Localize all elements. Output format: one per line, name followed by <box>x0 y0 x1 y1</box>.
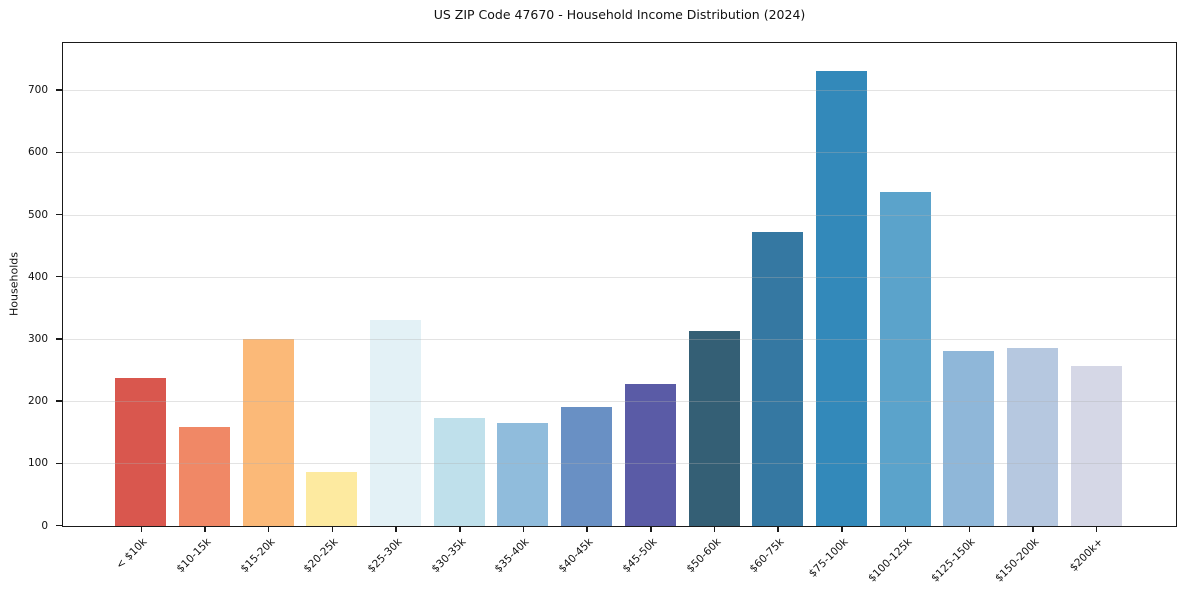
bar <box>879 192 931 526</box>
gridline <box>63 276 1176 278</box>
y-axis-tick-label: 500 <box>27 208 48 221</box>
bar <box>115 377 167 526</box>
x-axis-tick-label: $25-30k <box>365 536 405 576</box>
gridline <box>63 338 1176 340</box>
x-axis-tick-label: $100-125k <box>865 536 915 585</box>
x-axis-tick <box>650 527 652 532</box>
y-axis-tick-label: 700 <box>27 84 48 97</box>
x-axis-tick-label: $75-100k <box>806 536 851 580</box>
bar <box>815 71 867 526</box>
bar <box>752 232 804 526</box>
x-axis-tick-label: $200k+ <box>1067 536 1106 574</box>
bar <box>1070 365 1122 526</box>
chart-title: US ZIP Code 47670 - Household Income Dis… <box>433 7 806 22</box>
x-axis-tick-label: $150-200k <box>992 536 1042 585</box>
x-axis-tick-label: $50-60k <box>683 536 724 576</box>
x-axis-tick-label: $60-75k <box>747 536 787 576</box>
y-axis-tick <box>56 524 62 527</box>
x-axis-tick <box>1032 527 1034 532</box>
x-axis-tick <box>841 527 843 532</box>
x-axis-tick-label: $20-25k <box>301 536 341 576</box>
x-axis-tick <box>395 527 397 532</box>
bar <box>433 418 485 526</box>
bar <box>370 319 422 526</box>
y-axis-tick <box>56 338 62 340</box>
x-axis-tick-label: $45-50k <box>620 536 660 576</box>
y-axis-tick-label: 400 <box>27 270 48 283</box>
y-axis-label: Households <box>7 252 21 316</box>
x-axis-tick <box>204 527 206 532</box>
gridline <box>63 90 1176 92</box>
y-axis-tick <box>56 89 62 91</box>
x-axis-tick <box>267 527 270 532</box>
gridline <box>63 401 1176 403</box>
x-axis-tick <box>140 527 143 532</box>
bar <box>943 351 995 526</box>
bar <box>624 384 676 526</box>
y-axis-tick-label: 100 <box>27 457 48 470</box>
y-axis-tick <box>56 213 62 216</box>
plot-area <box>62 42 1177 527</box>
x-axis-tick <box>777 527 779 532</box>
x-axis-tick-label: $35-40k <box>492 536 532 576</box>
bar <box>242 338 294 526</box>
bar <box>688 331 740 526</box>
bar <box>497 422 549 526</box>
x-axis-tick <box>968 527 971 532</box>
x-axis-tick <box>522 527 525 532</box>
y-axis-tick-label: 600 <box>27 146 48 159</box>
y-axis-tick <box>56 151 62 154</box>
y-axis-tick-label: 300 <box>27 332 48 345</box>
gridline <box>63 152 1176 154</box>
x-axis-tick-label: $125-150k <box>929 536 978 585</box>
x-axis-tick <box>331 527 334 532</box>
bar <box>179 426 231 526</box>
bar <box>1006 347 1058 526</box>
y-axis-tick-label: 200 <box>27 395 48 408</box>
x-axis-tick-label: < $10k <box>114 536 150 572</box>
bar <box>306 471 358 526</box>
x-axis-tick <box>713 527 716 532</box>
x-axis-tick <box>904 527 907 532</box>
x-axis-tick <box>586 527 588 532</box>
y-axis-tick-label: 0 <box>41 519 48 532</box>
x-axis-tick <box>459 527 461 532</box>
gridline <box>63 214 1176 216</box>
gridline <box>63 463 1176 465</box>
x-axis-tick-label: $10-15k <box>174 536 214 576</box>
bar <box>561 407 613 526</box>
x-axis-tick-label: $30-35k <box>429 536 469 576</box>
y-axis-tick <box>56 400 62 402</box>
x-axis-tick-label: $15-20k <box>238 536 278 576</box>
x-axis-tick-label: $40-45k <box>556 536 596 576</box>
y-axis-tick <box>56 462 62 465</box>
y-axis-tick <box>56 275 62 278</box>
x-axis-tick <box>1095 527 1098 532</box>
